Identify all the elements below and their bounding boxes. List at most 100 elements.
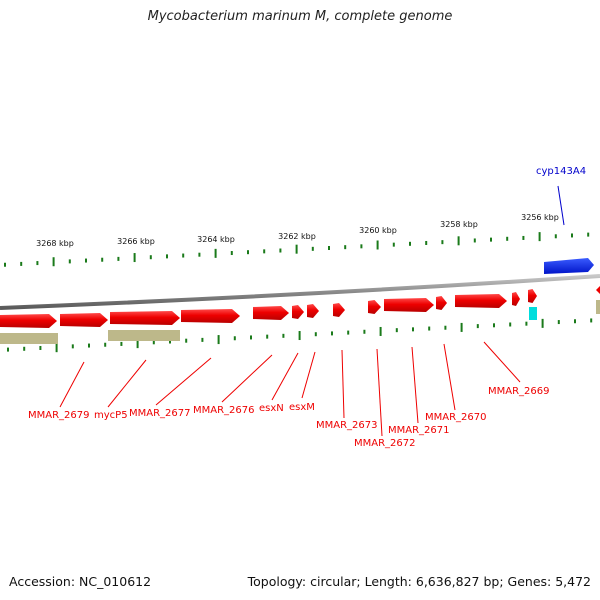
outer-tick [409, 241, 411, 246]
outer-tick [101, 257, 104, 262]
inner-tick [590, 318, 593, 323]
genome-backbone [0, 274, 600, 310]
kbp-label: 3260 kbp [359, 226, 397, 235]
forward-cds[interactable] [181, 309, 240, 323]
label-leader-lines [59, 185, 565, 437]
outer-tick [328, 246, 330, 251]
outer-tick [295, 244, 298, 254]
outer-tick [554, 234, 557, 239]
inner-tick [363, 329, 366, 334]
forward-cds[interactable] [333, 303, 345, 317]
label-mycP5[interactable]: mycP5 [94, 410, 128, 421]
outer-tick [522, 235, 525, 240]
inner-tick [282, 333, 285, 338]
leader-line [376, 348, 383, 437]
outer-tick [263, 249, 266, 254]
leader-line [271, 352, 299, 401]
inner-tick [217, 335, 220, 345]
outer-tick [571, 233, 573, 238]
label-MMAR_2672[interactable]: MMAR_2672 [354, 438, 416, 449]
pseudo-band-left[interactable] [0, 333, 58, 344]
forward-cds[interactable] [455, 294, 507, 308]
outer-tick [166, 254, 168, 259]
forward-cds[interactable] [512, 292, 520, 306]
cds-cyp143A4[interactable] [544, 258, 594, 274]
outer-tick [392, 242, 395, 247]
outer-tick [20, 261, 23, 266]
forward-cds[interactable] [110, 311, 180, 325]
label-MMAR_2671[interactable]: MMAR_2671 [388, 425, 450, 436]
outer-tick [441, 240, 444, 245]
map-title: Mycobacterium marinum M, complete genome [147, 9, 453, 24]
outer-tick [4, 262, 6, 267]
label-MMAR_2670[interactable]: MMAR_2670 [425, 412, 487, 423]
leader-line [341, 349, 345, 419]
leader-line [443, 343, 456, 411]
label-MMAR_2676[interactable]: MMAR_2676 [193, 405, 255, 416]
label-cyp143A4[interactable]: cyp143A4 [536, 166, 586, 177]
forward-cds[interactable] [384, 298, 434, 312]
forward-cds[interactable] [596, 286, 600, 294]
outer-tick [538, 232, 541, 242]
inner-tick [525, 321, 528, 326]
inner-tick [493, 323, 495, 328]
kbp-label: 3256 kbp [521, 213, 559, 222]
outer-tick [425, 240, 428, 245]
kbp-label: 3264 kbp [197, 235, 235, 244]
outer-tick [117, 256, 120, 261]
outer-tick [68, 259, 71, 264]
outer-tick [311, 246, 314, 251]
inner-tick [444, 325, 447, 330]
outer-tick [473, 238, 476, 243]
outer-tick [506, 236, 509, 241]
label-esxM[interactable]: esxM [289, 402, 315, 413]
forward-cds[interactable] [436, 296, 447, 310]
pseudo-band-mycP5[interactable] [108, 330, 180, 341]
inner-tick [152, 340, 155, 345]
outer-tick [85, 258, 87, 263]
outer-tick [587, 232, 590, 237]
inner-tick [347, 330, 350, 335]
outer-tick [376, 240, 379, 250]
leader-line [59, 361, 85, 408]
label-MMAR_2677[interactable]: MMAR_2677 [129, 408, 191, 419]
outer-tick [52, 257, 55, 267]
rna-feature[interactable] [529, 307, 537, 320]
forward-cds[interactable] [368, 300, 381, 314]
inner-tick [71, 344, 74, 349]
label-MMAR_2679[interactable]: MMAR_2679 [28, 410, 90, 421]
inner-tick [460, 322, 463, 332]
kbp-label: 3268 kbp [36, 239, 74, 248]
inner-tick [557, 320, 560, 325]
outer-tick [214, 248, 217, 258]
label-MMAR_2669[interactable]: MMAR_2669 [488, 386, 550, 397]
inner-tick [233, 336, 236, 341]
inner-tick [266, 334, 269, 339]
forward-cds[interactable] [528, 289, 537, 303]
inner-tick [428, 326, 431, 331]
forward-cds[interactable] [307, 304, 319, 318]
inner-tick [331, 331, 333, 336]
inner-tick [250, 335, 252, 340]
outer-tick [279, 248, 282, 253]
forward-cds[interactable] [0, 314, 57, 328]
inner-tick [379, 326, 382, 336]
kbp-labels: 3268 kbp 3266 kbp 3264 kbp 3262 kbp 3260 kbp… [36, 213, 559, 248]
inner-tick [23, 346, 26, 351]
label-esxN[interactable]: esxN [259, 403, 284, 414]
label-MMAR_2673[interactable]: MMAR_2673 [316, 420, 378, 431]
leader-line [107, 359, 147, 408]
outer-tick [149, 255, 152, 260]
leader-line [301, 351, 316, 399]
forward-cds[interactable] [60, 313, 108, 327]
forward-cds-track [0, 286, 600, 328]
forward-cds[interactable] [253, 306, 289, 320]
inner-tick [39, 345, 42, 350]
forward-cds[interactable] [292, 305, 304, 319]
inner-tick [185, 338, 188, 343]
leader-line [557, 185, 565, 226]
inner-tick [395, 328, 398, 333]
inner-tick [136, 339, 139, 349]
accession-text: Accession: NC_010612 [9, 574, 152, 589]
